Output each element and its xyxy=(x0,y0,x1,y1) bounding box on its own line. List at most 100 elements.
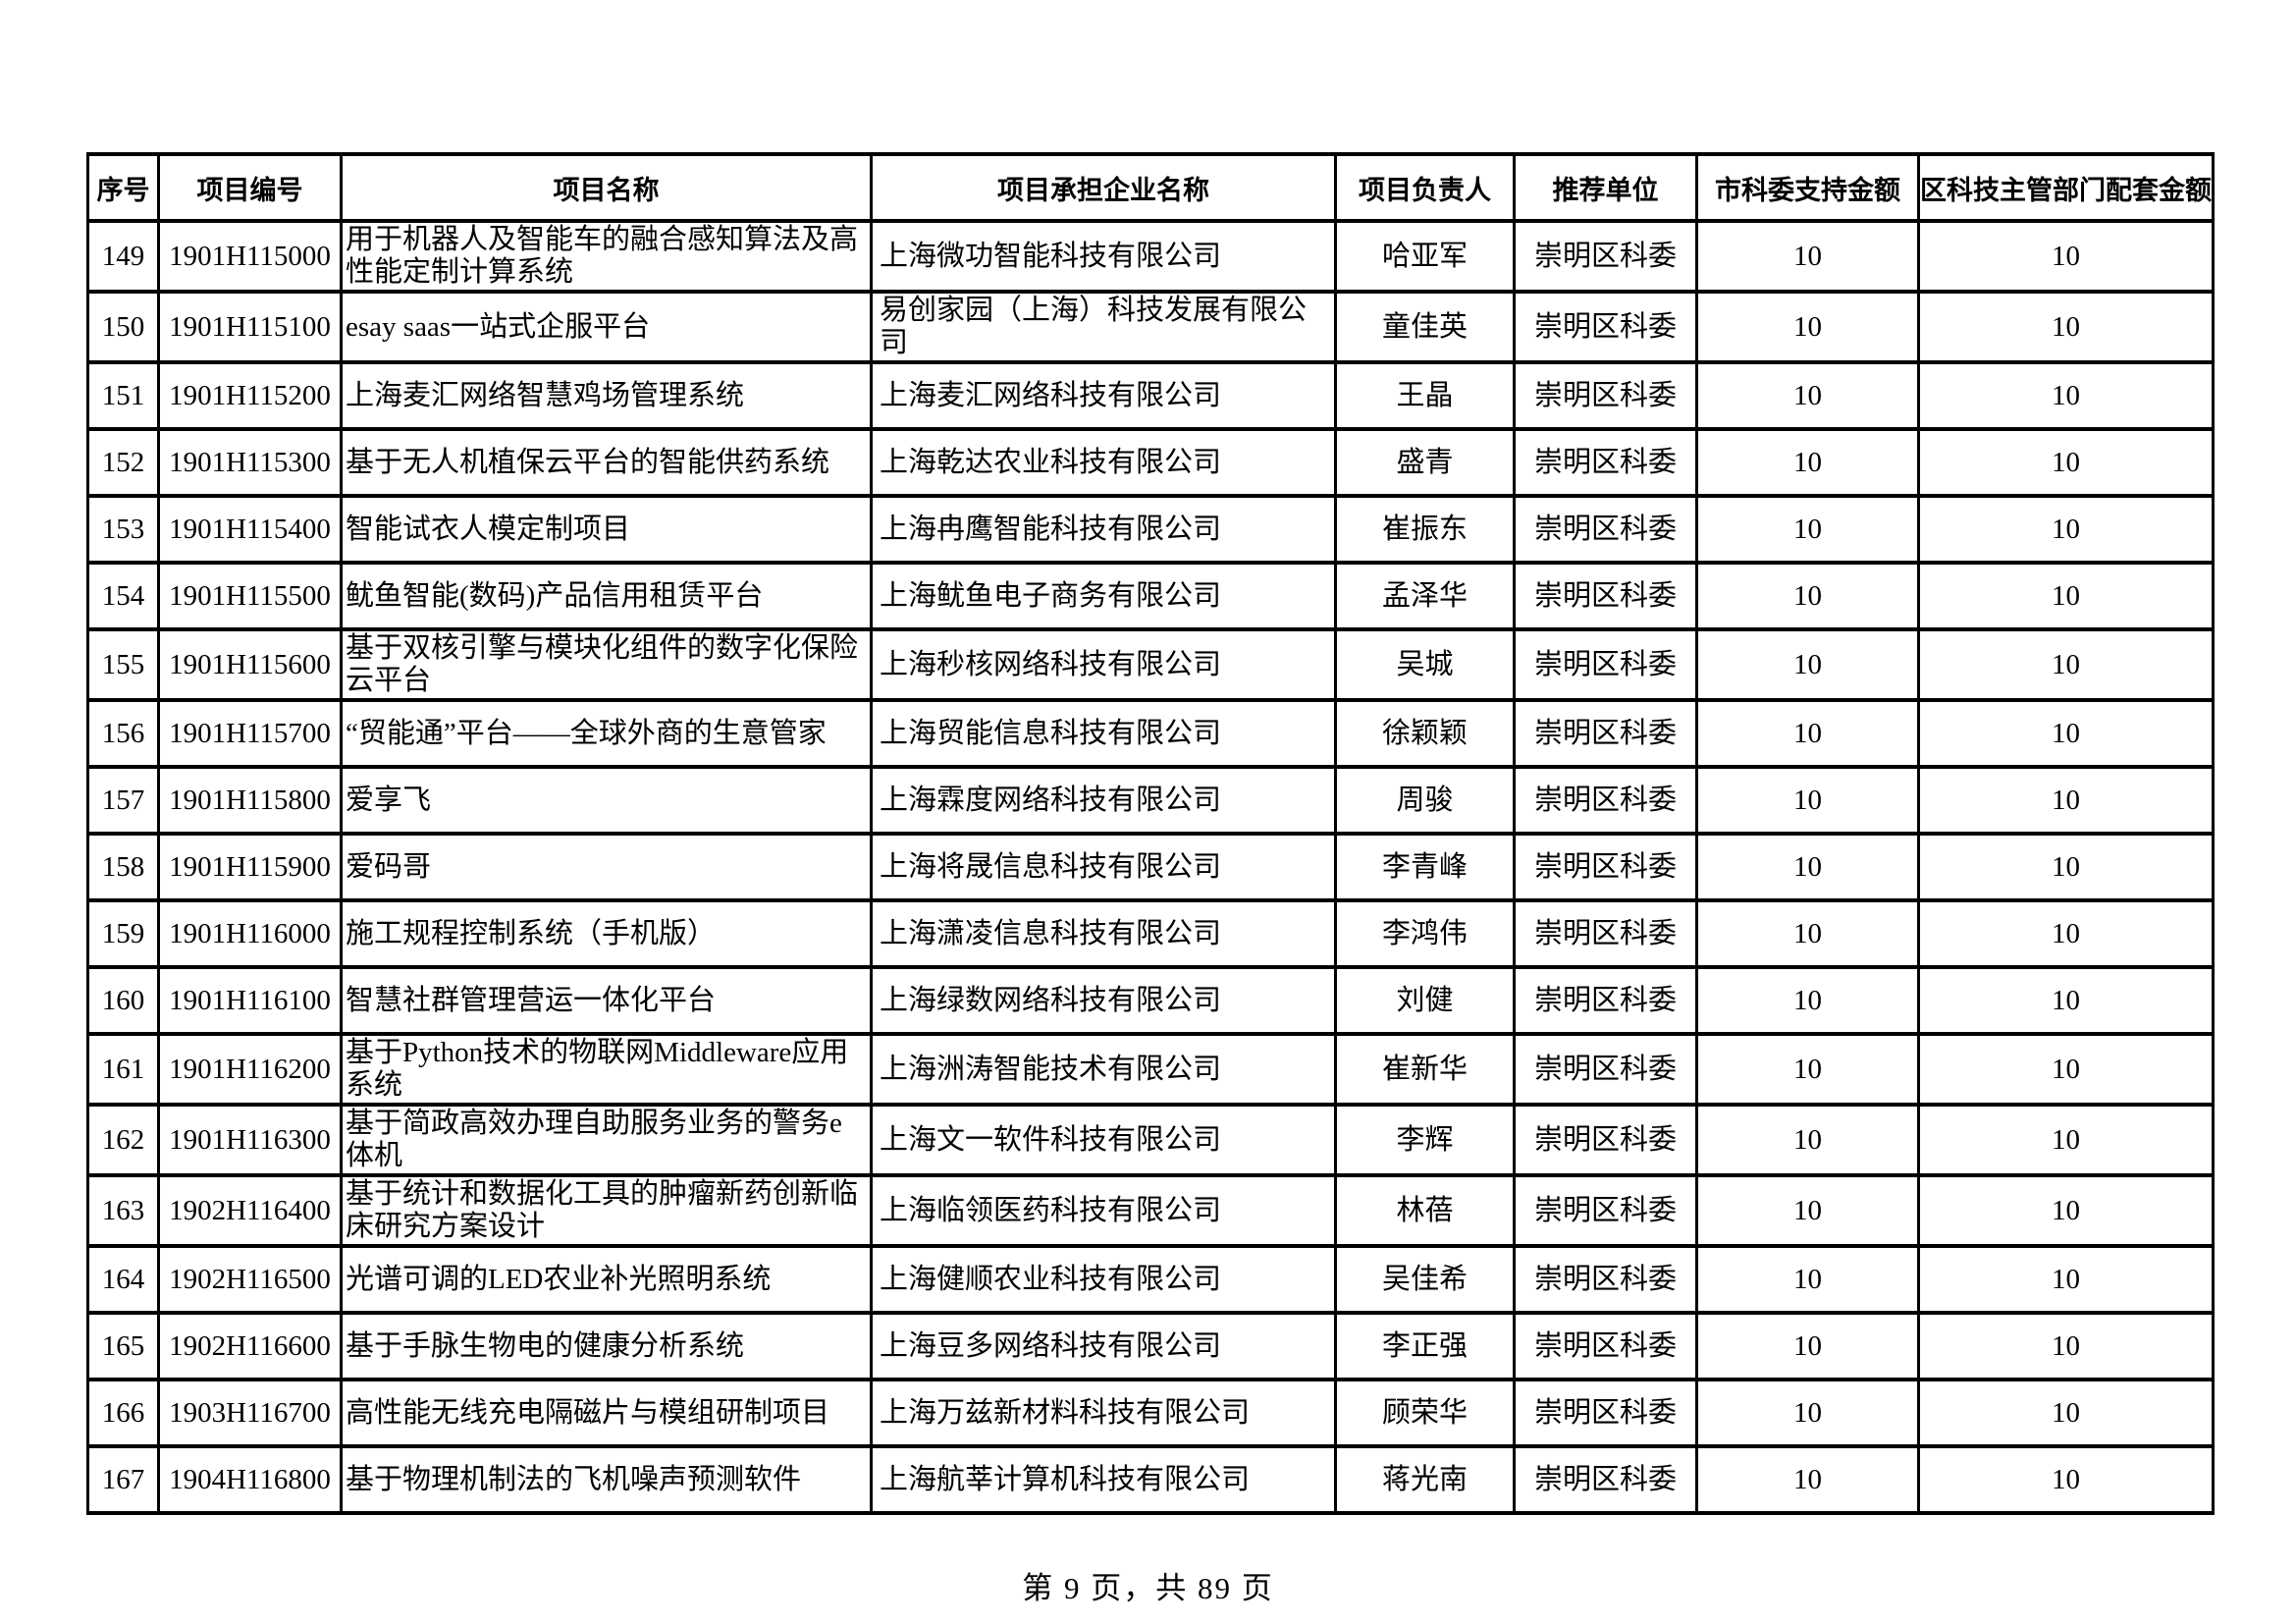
cell-recommender: 崇明区科委 xyxy=(1513,765,1698,836)
cell-leader: 崔新华 xyxy=(1334,1032,1516,1107)
cell-recommender: 崇明区科委 xyxy=(1513,427,1698,498)
cell-recommender: 崇明区科委 xyxy=(1513,494,1698,565)
cell-serial: 167 xyxy=(86,1444,160,1515)
table-body: 149 1901H115000 用于机器人及智能车的融合感知算法及高性能定制计算… xyxy=(86,219,2215,1515)
table-row: 151 1901H115200 上海麦汇网络智慧鸡场管理系统 上海麦汇网络科技有… xyxy=(86,360,2215,431)
header-row: 序号 项目编号 项目名称 项目承担企业名称 项目负责人 推荐单位 市科委支持金额… xyxy=(86,152,2215,223)
table-row: 155 1901H115600 基于双核引擎与模块化组件的数字化保险云平台 上海… xyxy=(86,627,2215,702)
cell-district-amount: 10 xyxy=(1917,1173,2215,1248)
table-row: 152 1901H115300 基于无人机植保云平台的智能供药系统 上海乾达农业… xyxy=(86,427,2215,498)
cell-project-code: 1901H116300 xyxy=(157,1103,343,1177)
cell-project-name: 光谱可调的LED农业补光照明系统 xyxy=(340,1244,873,1315)
cell-leader: 林蓓 xyxy=(1334,1173,1516,1248)
cell-recommender: 崇明区科委 xyxy=(1513,1032,1698,1107)
cell-district-amount: 10 xyxy=(1917,1378,2215,1448)
cell-city-amount: 10 xyxy=(1695,1311,1920,1381)
cell-recommender: 崇明区科委 xyxy=(1513,290,1698,364)
cell-project-name: 基于手脉生物电的健康分析系统 xyxy=(340,1311,873,1381)
cell-company-name: 上海潇凌信息科技有限公司 xyxy=(870,898,1337,969)
cell-serial: 159 xyxy=(86,898,160,969)
table-row: 164 1902H116500 光谱可调的LED农业补光照明系统 上海健顺农业科… xyxy=(86,1244,2215,1315)
cell-leader: 周骏 xyxy=(1334,765,1516,836)
cell-city-amount: 10 xyxy=(1695,627,1920,702)
table-row: 159 1901H116000 施工规程控制系统（手机版） 上海潇凌信息科技有限… xyxy=(86,898,2215,969)
table-row: 153 1901H115400 智能试衣人模定制项目 上海冉鹰智能科技有限公司 … xyxy=(86,494,2215,565)
table-row: 160 1901H116100 智慧社群管理营运一体化平台 上海绿数网络科技有限… xyxy=(86,965,2215,1036)
cell-recommender: 崇明区科委 xyxy=(1513,832,1698,902)
cell-company-name: 上海乾达农业科技有限公司 xyxy=(870,427,1337,498)
cell-project-code: 1901H115700 xyxy=(157,698,343,769)
cell-project-code: 1901H116100 xyxy=(157,965,343,1036)
cell-project-code: 1901H115400 xyxy=(157,494,343,565)
cell-district-amount: 10 xyxy=(1917,1032,2215,1107)
cell-serial: 158 xyxy=(86,832,160,902)
cell-recommender: 崇明区科委 xyxy=(1513,627,1698,702)
col-header-serial: 序号 xyxy=(86,152,160,223)
cell-project-code: 1901H115300 xyxy=(157,427,343,498)
cell-project-code: 1901H115200 xyxy=(157,360,343,431)
table-row: 150 1901H115100 esay saas一站式企服平台 易创家园（上海… xyxy=(86,290,2215,364)
cell-company-name: 上海临领医药科技有限公司 xyxy=(870,1173,1337,1248)
table-row: 165 1902H116600 基于手脉生物电的健康分析系统 上海豆多网络科技有… xyxy=(86,1311,2215,1381)
cell-city-amount: 10 xyxy=(1695,965,1920,1036)
cell-leader: 徐颖颖 xyxy=(1334,698,1516,769)
cell-company-name: 上海文一软件科技有限公司 xyxy=(870,1103,1337,1177)
cell-district-amount: 10 xyxy=(1917,1311,2215,1381)
cell-project-name: 基于简政高效办理自助服务业务的警务e体机 xyxy=(340,1103,873,1177)
col-header-city-amount: 市科委支持金额 xyxy=(1695,152,1920,223)
cell-leader: 哈亚军 xyxy=(1334,219,1516,294)
cell-city-amount: 10 xyxy=(1695,360,1920,431)
cell-project-code: 1904H116800 xyxy=(157,1444,343,1515)
table-row: 149 1901H115000 用于机器人及智能车的融合感知算法及高性能定制计算… xyxy=(86,219,2215,294)
table-row: 154 1901H115500 鱿鱼智能(数码)产品信用租赁平台 上海鱿鱼电子商… xyxy=(86,561,2215,631)
cell-district-amount: 10 xyxy=(1917,219,2215,294)
cell-project-name: 鱿鱼智能(数码)产品信用租赁平台 xyxy=(340,561,873,631)
cell-district-amount: 10 xyxy=(1917,561,2215,631)
projects-table: 序号 项目编号 项目名称 项目承担企业名称 项目负责人 推荐单位 市科委支持金额… xyxy=(86,152,2215,1515)
cell-recommender: 崇明区科委 xyxy=(1513,360,1698,431)
col-header-project-code: 项目编号 xyxy=(157,152,343,223)
cell-serial: 149 xyxy=(86,219,160,294)
cell-project-code: 1901H116200 xyxy=(157,1032,343,1107)
cell-company-name: 上海微功智能科技有限公司 xyxy=(870,219,1337,294)
cell-project-code: 1901H115900 xyxy=(157,832,343,902)
table-row: 163 1902H116400 基于统计和数据化工具的肿瘤新药创新临床研究方案设… xyxy=(86,1173,2215,1248)
cell-serial: 153 xyxy=(86,494,160,565)
cell-leader: 李正强 xyxy=(1334,1311,1516,1381)
cell-project-name: “贸能通”平台——全球外商的生意管家 xyxy=(340,698,873,769)
cell-project-name: esay saas一站式企服平台 xyxy=(340,290,873,364)
cell-city-amount: 10 xyxy=(1695,494,1920,565)
cell-recommender: 崇明区科委 xyxy=(1513,965,1698,1036)
table-row: 162 1901H116300 基于简政高效办理自助服务业务的警务e体机 上海文… xyxy=(86,1103,2215,1177)
cell-recommender: 崇明区科委 xyxy=(1513,1311,1698,1381)
cell-serial: 157 xyxy=(86,765,160,836)
cell-district-amount: 10 xyxy=(1917,698,2215,769)
table-row: 157 1901H115800 爱享飞 上海霖度网络科技有限公司 周骏 崇明区科… xyxy=(86,765,2215,836)
cell-leader: 孟泽华 xyxy=(1334,561,1516,631)
cell-recommender: 崇明区科委 xyxy=(1513,898,1698,969)
cell-district-amount: 10 xyxy=(1917,627,2215,702)
cell-project-name: 施工规程控制系统（手机版） xyxy=(340,898,873,969)
cell-serial: 160 xyxy=(86,965,160,1036)
cell-project-code: 1902H116500 xyxy=(157,1244,343,1315)
cell-project-name: 智能试衣人模定制项目 xyxy=(340,494,873,565)
col-header-recommender: 推荐单位 xyxy=(1513,152,1698,223)
cell-leader: 蒋光南 xyxy=(1334,1444,1516,1515)
cell-recommender: 崇明区科委 xyxy=(1513,1378,1698,1448)
table-row: 167 1904H116800 基于物理机制法的飞机噪声预测软件 上海航莘计算机… xyxy=(86,1444,2215,1515)
cell-leader: 吴佳希 xyxy=(1334,1244,1516,1315)
cell-company-name: 上海霖度网络科技有限公司 xyxy=(870,765,1337,836)
cell-serial: 151 xyxy=(86,360,160,431)
cell-project-name: 智慧社群管理营运一体化平台 xyxy=(340,965,873,1036)
cell-serial: 163 xyxy=(86,1173,160,1248)
cell-city-amount: 10 xyxy=(1695,1378,1920,1448)
cell-project-name: 基于统计和数据化工具的肿瘤新药创新临床研究方案设计 xyxy=(340,1173,873,1248)
cell-district-amount: 10 xyxy=(1917,1244,2215,1315)
cell-company-name: 上海洲涛智能技术有限公司 xyxy=(870,1032,1337,1107)
cell-leader: 李鸿伟 xyxy=(1334,898,1516,969)
cell-recommender: 崇明区科委 xyxy=(1513,1173,1698,1248)
cell-serial: 164 xyxy=(86,1244,160,1315)
cell-city-amount: 10 xyxy=(1695,1173,1920,1248)
cell-city-amount: 10 xyxy=(1695,1032,1920,1107)
